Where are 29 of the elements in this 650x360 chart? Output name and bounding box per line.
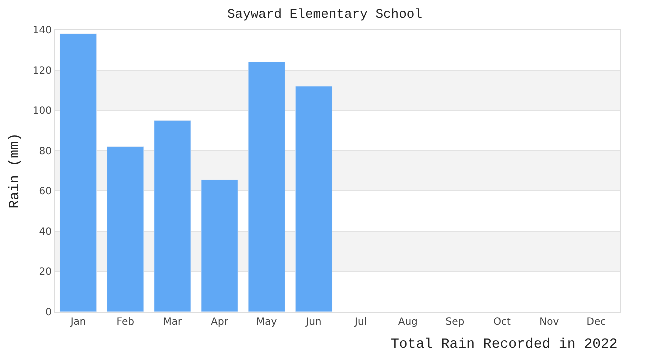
bar: [295, 86, 333, 312]
x-tick-label: Sep: [446, 317, 465, 328]
x-tick-label: Nov: [540, 317, 560, 328]
x-tick-label: Apr: [211, 317, 230, 328]
bar: [107, 146, 144, 312]
y-axis-title: Rain (mm): [8, 133, 24, 209]
x-tick-label: Jun: [305, 317, 322, 328]
x-tick-label: Oct: [494, 317, 512, 328]
x-tick-label: Jan: [70, 317, 86, 328]
y-tick-label: 140: [32, 26, 52, 36]
y-tick-label: 120: [32, 66, 52, 77]
bar: [154, 120, 192, 312]
y-tick-label: 60: [39, 186, 52, 198]
y-tick-label: 40: [39, 226, 52, 238]
x-tick-label: Feb: [116, 317, 134, 328]
x-axis-title: Total Rain Recorded in 2022: [391, 337, 618, 353]
y-tick-label: 20: [39, 267, 52, 278]
x-tick-label: Jul: [354, 317, 368, 328]
x-tick-label: Aug: [398, 317, 418, 328]
y-tick-label: 0: [46, 308, 52, 318]
bar: [201, 180, 238, 312]
y-tick-label: 100: [32, 106, 52, 118]
x-tick-label: Dec: [586, 317, 606, 328]
bar: [60, 34, 98, 312]
bar: [248, 62, 286, 312]
x-tick-label: May: [256, 317, 278, 328]
chart-title: Sayward Elementary School: [227, 7, 423, 22]
x-tick-label: Mar: [163, 317, 184, 328]
y-tick-label: 80: [39, 146, 52, 158]
